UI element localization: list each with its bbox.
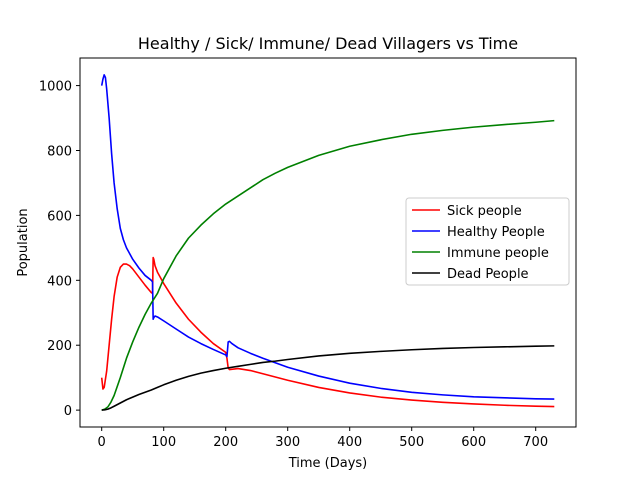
legend-label-2: Immune people [447,246,549,261]
y-tick-label: 400 [47,274,72,289]
x-tick-label: 500 [399,435,424,450]
y-tick-label: 800 [47,144,72,159]
y-axis: 0 200 400 600 800 1000 [39,80,80,419]
x-axis: 0 100 200 300 400 500 600 700 [98,427,548,450]
plot-lines [100,74,555,411]
y-tick-label: 600 [47,209,72,224]
chart-title: Healthy / Sick/ Immune/ Dead Villagers v… [138,34,518,53]
y-tick-label: 1000 [39,80,72,95]
series-line-0 [100,256,555,408]
legend-label-0: Sick people [447,204,522,219]
y-tick-label: 0 [64,404,72,419]
series-line-2 [101,119,555,411]
legend-label-3: Dead People [447,267,529,282]
y-tick-label: 200 [47,339,72,354]
x-axis-label: Time (Days) [288,456,368,471]
legend-box [405,197,570,286]
x-tick-label: 100 [151,435,176,450]
y-axis-label: Population [16,208,31,276]
series-line-1 [100,74,555,400]
x-tick-label: 400 [337,435,362,450]
legend: Sick people Healthy People Immune people… [405,197,570,286]
x-tick-label: 200 [213,435,238,450]
x-tick-label: 0 [98,435,106,450]
x-tick-label: 600 [461,435,486,450]
legend-label-1: Healthy People [447,225,545,240]
x-tick-label: 700 [523,435,548,450]
x-tick-label: 300 [275,435,300,450]
series-line-3 [101,345,555,411]
plot-frame [79,57,577,428]
